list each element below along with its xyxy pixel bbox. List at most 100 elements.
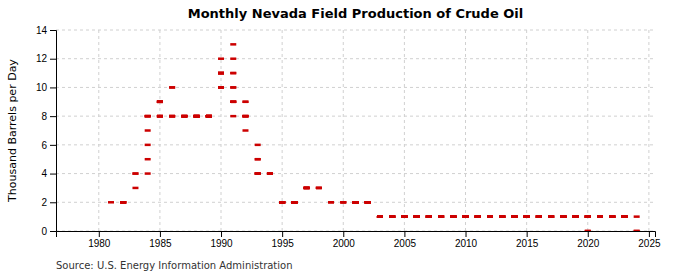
point [621, 215, 627, 218]
point [304, 187, 310, 190]
point [181, 115, 187, 118]
point [291, 201, 297, 204]
point [353, 201, 359, 204]
y-axis-line [50, 31, 57, 232]
x-tick-label: 2005 [394, 238, 417, 249]
point [450, 215, 456, 218]
point [609, 215, 615, 218]
point [609, 215, 615, 218]
point [157, 101, 163, 104]
point [389, 215, 395, 218]
point [463, 215, 469, 218]
x-tick-label: 1995 [272, 238, 295, 249]
point [414, 215, 420, 218]
point [365, 201, 371, 204]
point [536, 215, 542, 218]
point [524, 215, 530, 218]
point [365, 201, 371, 204]
point [511, 215, 517, 218]
y-tick-mark [50, 231, 56, 232]
x-tick-label: 1980 [88, 238, 111, 249]
point [157, 115, 163, 118]
point [548, 215, 554, 218]
point [475, 215, 481, 218]
point [511, 215, 517, 218]
point [426, 215, 432, 218]
point [463, 215, 469, 218]
x-tick-mark [527, 231, 528, 237]
point [206, 115, 212, 118]
point [524, 215, 530, 218]
x-tick: 2020 [577, 231, 600, 249]
point [291, 201, 297, 204]
x-axis: 1980198519901995200020052010201520202025 [57, 231, 661, 249]
point [304, 187, 310, 190]
point [242, 101, 248, 104]
point [536, 215, 542, 218]
point [194, 115, 200, 118]
point [230, 86, 236, 89]
y-tick: 10 [36, 82, 56, 93]
point [230, 72, 236, 75]
point [145, 115, 151, 118]
x-tick: 2000 [333, 231, 356, 249]
point [377, 215, 383, 218]
point [597, 215, 603, 218]
point [548, 215, 554, 218]
point [157, 115, 163, 118]
point [475, 215, 481, 218]
point [475, 215, 481, 218]
point [291, 201, 297, 204]
point [389, 215, 395, 218]
point [181, 115, 187, 118]
point [194, 115, 200, 118]
point [353, 201, 359, 204]
point [169, 115, 175, 118]
point [621, 215, 627, 218]
point [181, 115, 187, 118]
point [499, 215, 505, 218]
x-tick: 2005 [394, 231, 417, 249]
point [401, 215, 407, 218]
point [340, 201, 346, 204]
point [365, 201, 371, 204]
point [573, 215, 579, 218]
point [499, 215, 505, 218]
point [389, 215, 395, 218]
x-tick: 2015 [516, 231, 539, 249]
point [291, 201, 297, 204]
grid-line-x [221, 30, 222, 231]
point [157, 115, 163, 118]
point [438, 215, 444, 218]
y-axis: 02468101214 [36, 25, 57, 237]
x-tick: 1990 [210, 231, 233, 249]
point [242, 115, 248, 118]
point [414, 215, 420, 218]
x-tick-mark [282, 231, 283, 237]
y-tick-label: 2 [41, 197, 47, 208]
point [145, 172, 151, 175]
point [194, 115, 200, 118]
point [316, 187, 322, 190]
point [291, 201, 297, 204]
point [548, 215, 554, 218]
point [573, 215, 579, 218]
x-tick-mark [99, 231, 100, 237]
point [414, 215, 420, 218]
point [353, 201, 359, 204]
point [524, 215, 530, 218]
grid-line-y [56, 58, 655, 59]
grid-line-y [56, 202, 655, 203]
point [548, 215, 554, 218]
point [389, 215, 395, 218]
point [634, 215, 640, 218]
y-tick-mark [50, 174, 56, 175]
point [475, 215, 481, 218]
point [511, 215, 517, 218]
y-tick-mark [50, 30, 56, 31]
point [585, 215, 591, 218]
point [585, 215, 591, 218]
grid-line-x [282, 30, 283, 231]
x-tick-label: 2020 [577, 238, 600, 249]
point [463, 215, 469, 218]
